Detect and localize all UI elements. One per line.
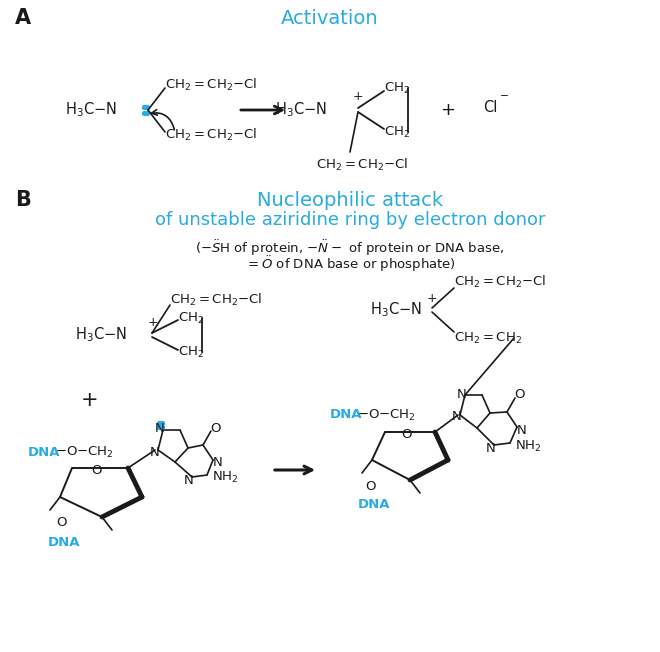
Text: N: N [517, 424, 527, 436]
Text: +: + [353, 91, 364, 104]
Text: ($-\ddot{S}$H of protein, $-\ddot{N}-$ of protein or DNA base,: ($-\ddot{S}$H of protein, $-\ddot{N}-$ o… [195, 238, 505, 258]
Text: DNA: DNA [28, 445, 61, 458]
Text: $-$O$-$CH$_2$: $-$O$-$CH$_2$ [357, 408, 416, 422]
Text: CH$_2$$=$CH$_2$$-$Cl: CH$_2$$=$CH$_2$$-$Cl [316, 157, 409, 173]
Text: O: O [514, 389, 525, 402]
Text: $^{-}$: $^{-}$ [499, 93, 509, 108]
Text: CH$_2$$=$CH$_2$: CH$_2$$=$CH$_2$ [454, 331, 522, 346]
Text: NH$_2$: NH$_2$ [515, 438, 541, 454]
Text: +: + [148, 316, 158, 329]
Text: B: B [15, 190, 31, 210]
Text: Nucleophilic attack: Nucleophilic attack [257, 190, 443, 209]
Text: Activation: Activation [281, 8, 379, 27]
Text: $-$O$-$CH$_2$: $-$O$-$CH$_2$ [55, 445, 114, 460]
Text: H$_3$C$-$N: H$_3$C$-$N [370, 301, 422, 319]
Text: $=\ddot{O}$ of DNA base or phosphate): $=\ddot{O}$ of DNA base or phosphate) [245, 254, 455, 274]
Text: +: + [81, 390, 99, 410]
Text: NH$_2$: NH$_2$ [212, 469, 238, 484]
Text: CH$_2$: CH$_2$ [178, 310, 204, 325]
Text: O: O [402, 428, 412, 441]
Text: N: N [452, 411, 462, 424]
Text: CH$_2$: CH$_2$ [384, 125, 411, 140]
Text: N: N [155, 422, 165, 436]
Text: N: N [150, 445, 160, 458]
Text: N: N [486, 441, 496, 454]
Text: +: + [440, 101, 455, 119]
Text: O: O [91, 464, 101, 477]
Text: H$_3$C$-$N: H$_3$C$-$N [275, 100, 327, 119]
Text: H$_3$C$-$N: H$_3$C$-$N [75, 325, 127, 344]
Text: N: N [184, 473, 194, 486]
Text: CH$_2$$=$CH$_2$$-$Cl: CH$_2$$=$CH$_2$$-$Cl [170, 292, 262, 308]
Text: DNA: DNA [330, 409, 362, 421]
Text: +: + [427, 291, 438, 304]
Text: H$_3$C$-$N: H$_3$C$-$N [65, 100, 117, 119]
Text: A: A [15, 8, 31, 28]
Text: CH$_2$$=$CH$_2$$-$Cl: CH$_2$$=$CH$_2$$-$Cl [165, 127, 257, 143]
Text: DNA: DNA [358, 499, 391, 512]
Text: N: N [213, 456, 223, 469]
Text: DNA: DNA [48, 535, 81, 548]
Text: N: N [457, 387, 467, 400]
Text: CH$_2$$=$CH$_2$$-$Cl: CH$_2$$=$CH$_2$$-$Cl [165, 77, 257, 93]
Text: CH$_2$$=$CH$_2$$-$Cl: CH$_2$$=$CH$_2$$-$Cl [454, 274, 546, 290]
Text: CH$_2$: CH$_2$ [384, 80, 411, 96]
Text: O: O [365, 481, 376, 494]
Text: O: O [210, 421, 220, 434]
Text: CH$_2$: CH$_2$ [178, 344, 204, 359]
Text: O: O [56, 516, 67, 529]
FancyArrowPatch shape [152, 110, 174, 129]
Text: Cl: Cl [483, 100, 498, 115]
Text: of unstable aziridine ring by electron donor: of unstable aziridine ring by electron d… [154, 211, 545, 229]
